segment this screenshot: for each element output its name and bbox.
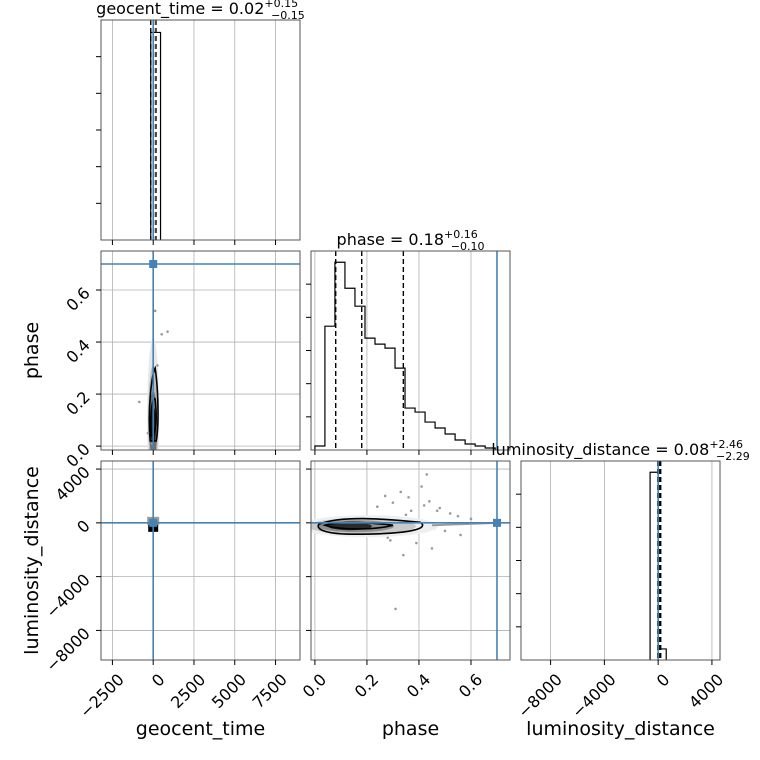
y-tick-label-phase-2: 0.4 <box>62 335 93 366</box>
x-tick-label-phase-1: 0.2 <box>351 670 382 701</box>
sample-point-21 <box>404 513 408 517</box>
sample-point-4 <box>422 504 426 507</box>
sample-point-6 <box>448 512 452 515</box>
truth-marker <box>492 518 501 527</box>
sample-point-18 <box>438 506 442 510</box>
y-tick-label-luminosity_distance-2: 0 <box>73 516 94 537</box>
sample-point-16 <box>428 500 431 503</box>
panel-phase-lumdist <box>310 460 511 661</box>
sample-point-17 <box>394 607 397 611</box>
sample-point-10 <box>443 529 447 533</box>
x-tick-label-luminosity_distance-0: −8000 <box>514 670 566 722</box>
title-luminosity_distance: luminosity_distance = 0.08+2.46 −2.29 <box>491 438 750 463</box>
x-tick-label-luminosity_distance-2: 0 <box>653 670 674 691</box>
title-geocent_time: geocent_time = 0.02+0.15 −0.15 <box>96 0 305 22</box>
title-plus-geocent_time: +0.15 <box>264 0 298 10</box>
x-tick-label-phase-3: 0.6 <box>455 670 486 701</box>
sample-point-2 <box>407 496 410 499</box>
x-tick-label-geocent_time-1: 0 <box>148 670 169 691</box>
sample-point-6 <box>156 364 159 367</box>
sample-point-1 <box>391 501 395 504</box>
panel-lumdist-hist <box>520 460 721 661</box>
truth-marker <box>149 260 158 269</box>
panel-phase-hist <box>310 250 511 451</box>
sample-point-1 <box>146 431 150 435</box>
title-text-geocent_time: geocent_time = 0.02 <box>96 0 264 19</box>
sample-point-5 <box>435 509 439 513</box>
x-tick-label-phase-0: 0.0 <box>299 670 330 701</box>
x-tick-label-phase-2: 0.4 <box>403 670 434 701</box>
contour-outer <box>317 517 424 536</box>
sample-point-3 <box>166 330 169 333</box>
sample-point-19 <box>420 485 423 488</box>
title-minus-phase: −0.10 <box>451 240 485 253</box>
title-plus-luminosity_distance: +2.46 <box>709 438 743 451</box>
y-tick-label-luminosity_distance-0: −8000 <box>42 624 94 676</box>
x-tick-label-geocent_time-3: 5000 <box>208 670 250 712</box>
contour-outer <box>148 365 159 442</box>
contour-inner <box>149 397 157 437</box>
truth-marker <box>149 518 158 527</box>
panel-geocent-time-lumdist <box>100 460 301 661</box>
sample-point-2 <box>160 332 163 336</box>
sample-point-11 <box>456 514 460 518</box>
y-tick-label-luminosity_distance-1: −4000 <box>42 570 94 622</box>
sample-point-24 <box>409 509 413 513</box>
y-axis-label-luminosity_distance: luminosity_distance <box>21 466 43 655</box>
title-minus-geocent_time: −0.15 <box>271 9 305 22</box>
sample-point-0 <box>376 505 379 509</box>
panel-border <box>310 250 511 451</box>
sample-point-7 <box>386 536 390 539</box>
histogram-phase <box>314 261 496 450</box>
x-axis-label-phase: phase <box>382 718 439 740</box>
sample-point-13 <box>402 553 405 557</box>
title-phase: phase = 0.18+0.16 −0.10 <box>337 228 485 253</box>
title-plus-phase: +0.16 <box>444 228 478 241</box>
sample-point-12 <box>469 517 473 521</box>
x-tick-label-geocent_time-2: 2500 <box>167 670 209 712</box>
y-tick-label-luminosity_distance-3: 4000 <box>52 462 94 504</box>
sample-point-8 <box>415 541 418 545</box>
panel-geocent-time-phase <box>100 250 301 451</box>
panel-geocent-time-hist <box>100 19 301 241</box>
x-axis-label-geocent_time: geocent_time <box>136 718 265 740</box>
y-tick-label-phase-3: 0.6 <box>62 283 93 314</box>
x-axis-label-luminosity_distance: luminosity_distance <box>526 718 715 740</box>
title-minus-luminosity_distance: −2.29 <box>716 450 750 463</box>
sample-point-23 <box>425 473 429 476</box>
sample-point-0 <box>138 400 141 404</box>
sample-point-4 <box>153 309 157 313</box>
panel-border <box>310 460 511 661</box>
x-tick-label-luminosity_distance-3: 4000 <box>685 670 727 712</box>
sample-point-3 <box>399 490 403 494</box>
panel-border <box>100 460 301 661</box>
title-text-luminosity_distance: luminosity_distance = 0.08 <box>491 440 709 460</box>
panel-border <box>100 250 301 451</box>
sample-point-20 <box>459 533 462 537</box>
y-axis-label-phase: phase <box>21 322 43 379</box>
sample-point-9 <box>430 547 434 550</box>
x-tick-label-luminosity_distance-1: −4000 <box>568 670 620 722</box>
panel-border <box>100 19 301 241</box>
sample-point-14 <box>383 494 387 498</box>
x-tick-label-geocent_time-4: 7500 <box>249 670 291 712</box>
sample-point-22 <box>389 539 392 542</box>
title-text-phase: phase = 0.18 <box>337 230 444 249</box>
y-tick-label-phase-1: 0.2 <box>62 387 93 418</box>
x-tick-label-geocent_time-0: −2500 <box>76 670 128 722</box>
